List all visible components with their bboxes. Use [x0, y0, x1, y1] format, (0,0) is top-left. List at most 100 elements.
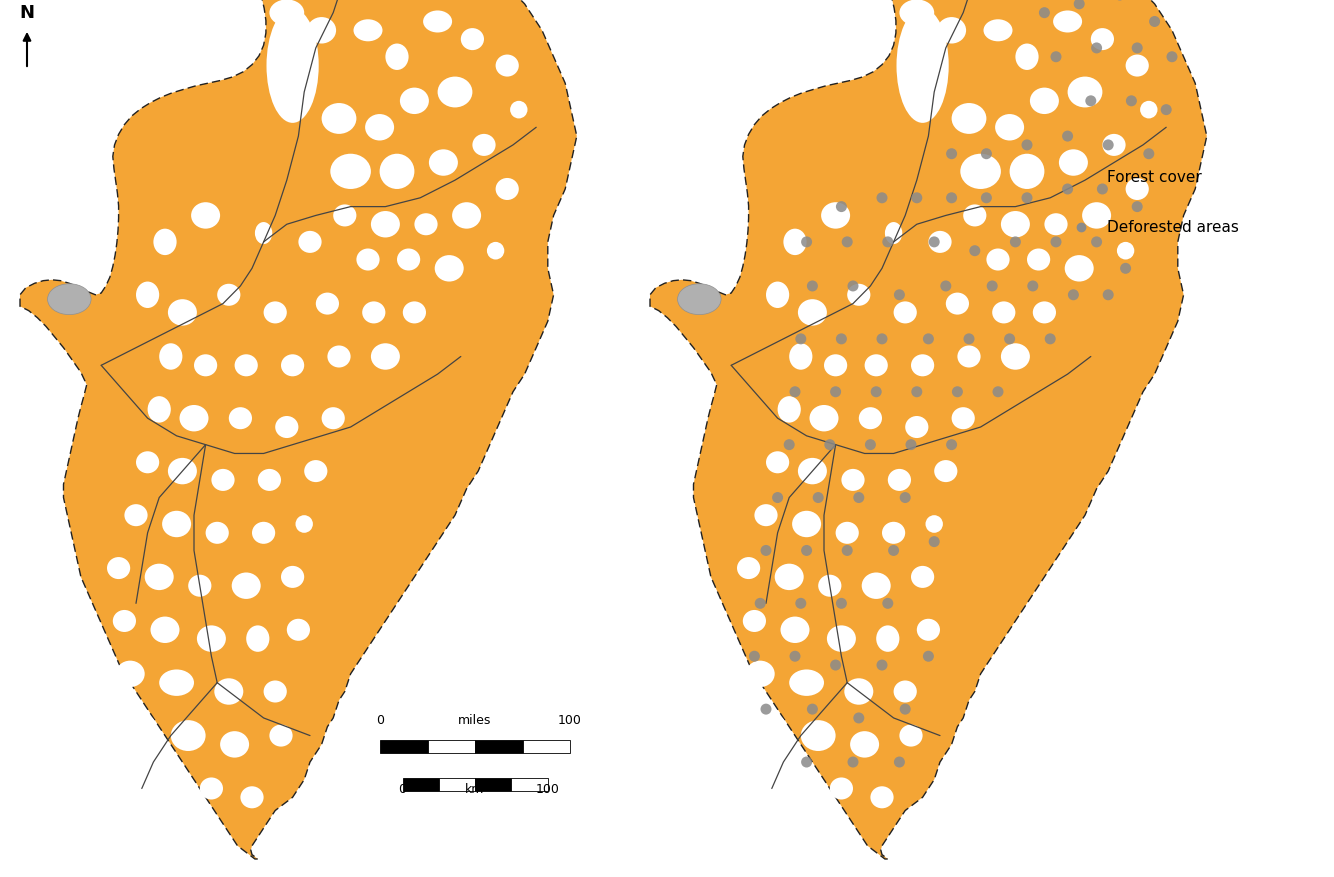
- Ellipse shape: [1126, 179, 1149, 201]
- Ellipse shape: [193, 355, 217, 377]
- Ellipse shape: [958, 346, 980, 368]
- Circle shape: [760, 704, 771, 715]
- Circle shape: [1131, 202, 1143, 213]
- Circle shape: [882, 237, 894, 248]
- Ellipse shape: [304, 460, 327, 482]
- Ellipse shape: [862, 573, 891, 599]
- Polygon shape: [20, 0, 576, 859]
- Bar: [475, 740, 523, 753]
- Ellipse shape: [168, 459, 197, 485]
- Ellipse shape: [148, 396, 171, 423]
- Ellipse shape: [191, 203, 220, 230]
- Text: miles: miles: [459, 713, 492, 726]
- Ellipse shape: [423, 11, 452, 33]
- Ellipse shape: [331, 154, 371, 189]
- Ellipse shape: [798, 459, 827, 485]
- Circle shape: [836, 334, 847, 345]
- Ellipse shape: [371, 344, 400, 370]
- Ellipse shape: [780, 617, 810, 643]
- Ellipse shape: [911, 567, 934, 588]
- Ellipse shape: [1033, 302, 1057, 324]
- Ellipse shape: [1067, 77, 1102, 109]
- Circle shape: [1027, 282, 1038, 292]
- Ellipse shape: [983, 20, 1013, 42]
- Bar: [403, 778, 439, 791]
- Circle shape: [1161, 105, 1171, 116]
- Ellipse shape: [240, 787, 264, 809]
- Circle shape: [1121, 263, 1131, 275]
- Text: km: km: [466, 782, 484, 795]
- Ellipse shape: [743, 610, 766, 632]
- Circle shape: [923, 334, 934, 345]
- Ellipse shape: [951, 103, 986, 135]
- Ellipse shape: [936, 18, 966, 45]
- Ellipse shape: [287, 619, 309, 641]
- Circle shape: [899, 493, 911, 503]
- Circle shape: [755, 598, 766, 610]
- Ellipse shape: [810, 405, 839, 432]
- Text: 0: 0: [376, 713, 384, 726]
- Circle shape: [946, 149, 956, 160]
- Ellipse shape: [159, 670, 193, 696]
- Ellipse shape: [487, 243, 504, 260]
- Ellipse shape: [894, 302, 916, 324]
- Circle shape: [802, 757, 812, 767]
- Text: N: N: [19, 4, 33, 22]
- Circle shape: [1039, 8, 1050, 19]
- Ellipse shape: [906, 417, 928, 438]
- Ellipse shape: [963, 205, 986, 227]
- Ellipse shape: [798, 300, 827, 326]
- Ellipse shape: [926, 516, 943, 533]
- Ellipse shape: [366, 115, 394, 141]
- Ellipse shape: [783, 230, 807, 256]
- Circle shape: [1005, 334, 1015, 345]
- Ellipse shape: [235, 355, 257, 377]
- Circle shape: [1131, 43, 1143, 54]
- Circle shape: [1022, 140, 1033, 151]
- Circle shape: [1166, 53, 1178, 63]
- Ellipse shape: [870, 787, 894, 809]
- Ellipse shape: [746, 661, 775, 688]
- Bar: [475, 778, 511, 791]
- Circle shape: [952, 387, 963, 398]
- Ellipse shape: [1053, 11, 1082, 33]
- Ellipse shape: [1010, 154, 1045, 189]
- Ellipse shape: [252, 522, 275, 545]
- Ellipse shape: [180, 405, 208, 432]
- Ellipse shape: [321, 408, 344, 430]
- Ellipse shape: [217, 284, 240, 306]
- Ellipse shape: [1102, 135, 1126, 157]
- Circle shape: [842, 237, 852, 248]
- Circle shape: [1050, 53, 1062, 63]
- Ellipse shape: [951, 408, 975, 430]
- Ellipse shape: [766, 452, 790, 474]
- Ellipse shape: [205, 522, 229, 545]
- Circle shape: [1103, 140, 1114, 151]
- Ellipse shape: [1059, 150, 1089, 176]
- Circle shape: [847, 282, 859, 292]
- Ellipse shape: [876, 625, 899, 652]
- Ellipse shape: [946, 293, 968, 315]
- Circle shape: [1143, 149, 1154, 160]
- Ellipse shape: [107, 558, 131, 580]
- Ellipse shape: [755, 504, 778, 526]
- Circle shape: [1097, 184, 1109, 196]
- Ellipse shape: [296, 516, 313, 533]
- Circle shape: [1091, 43, 1102, 54]
- Ellipse shape: [896, 10, 948, 124]
- Text: 100: 100: [558, 713, 582, 726]
- Circle shape: [836, 598, 847, 610]
- Ellipse shape: [281, 567, 304, 588]
- Circle shape: [876, 660, 887, 671]
- Ellipse shape: [1000, 211, 1030, 239]
- Circle shape: [946, 439, 956, 451]
- Circle shape: [992, 387, 1003, 398]
- Ellipse shape: [211, 469, 235, 491]
- Ellipse shape: [775, 564, 803, 590]
- Ellipse shape: [758, 714, 786, 740]
- Circle shape: [911, 193, 922, 204]
- Ellipse shape: [842, 469, 864, 491]
- Circle shape: [836, 202, 847, 213]
- Ellipse shape: [127, 714, 156, 740]
- Ellipse shape: [220, 731, 249, 758]
